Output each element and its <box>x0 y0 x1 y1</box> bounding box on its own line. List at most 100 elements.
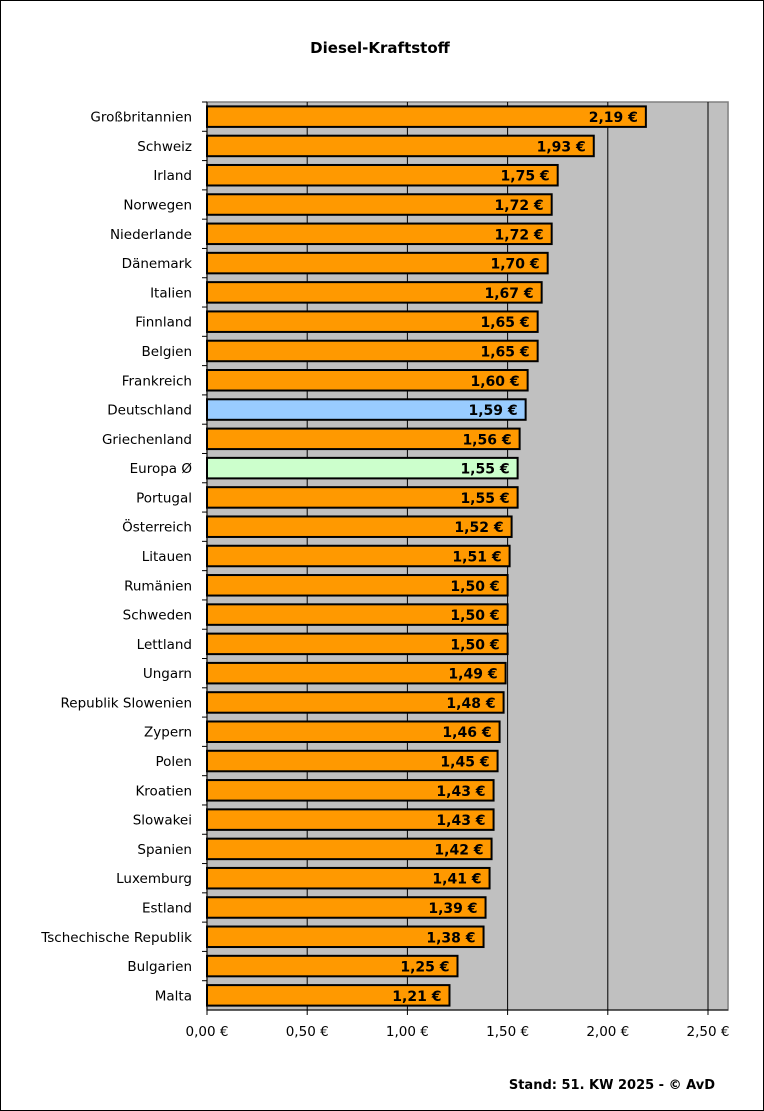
bar <box>206 837 493 861</box>
data-label: 1,39 € <box>428 901 477 917</box>
data-label: 1,51 € <box>452 550 501 566</box>
category-label: Frankreich <box>122 373 192 389</box>
data-label: 1,49 € <box>448 667 497 683</box>
data-label: 1,60 € <box>470 374 519 390</box>
bar <box>206 515 513 538</box>
chart-title: Diesel-Kraftstoff <box>310 39 450 57</box>
bar <box>206 398 527 421</box>
data-label: 1,72 € <box>495 227 544 243</box>
category-label: Polen <box>155 754 192 770</box>
bar <box>206 456 519 480</box>
data-label: 1,72 € <box>495 198 544 214</box>
bar <box>206 661 507 685</box>
category-label: Republik Slowenien <box>61 695 192 711</box>
data-label: 1,59 € <box>468 403 517 419</box>
data-label: 1,25 € <box>400 960 449 976</box>
category-label: Griechenland <box>102 432 192 448</box>
category-label: Dänemark <box>122 256 193 272</box>
category-label: Portugal <box>136 490 192 506</box>
data-label: 1,67 € <box>484 286 533 302</box>
bar <box>206 720 501 743</box>
category-label: Europa Ø <box>130 461 192 477</box>
data-label: 1,43 € <box>436 813 485 829</box>
bar <box>206 427 521 451</box>
category-label: Estland <box>142 900 192 916</box>
bar <box>206 281 543 304</box>
data-label: 1,21 € <box>392 989 441 1005</box>
category-label: Spanien <box>137 842 192 858</box>
category-label: Malta <box>155 988 192 1004</box>
bar <box>206 925 485 949</box>
data-label: 2,19 € <box>589 110 638 126</box>
category-label: Kroatien <box>135 783 192 799</box>
category-label: Deutschland <box>107 403 192 419</box>
data-label: 1,50 € <box>450 608 499 624</box>
x-tick-label: 1,50 € <box>486 1024 529 1040</box>
bar <box>206 544 511 568</box>
bar <box>206 369 529 392</box>
bar <box>206 749 499 773</box>
bar <box>206 193 553 216</box>
data-label: 1,93 € <box>537 139 586 155</box>
bar <box>206 105 647 128</box>
data-label: 1,50 € <box>450 579 499 595</box>
data-label: 1,50 € <box>450 637 499 653</box>
category-label: Tschechische Republik <box>40 930 192 946</box>
x-tick-label: 2,00 € <box>586 1024 629 1040</box>
bar <box>206 984 451 1007</box>
x-tick-label: 1,00 € <box>386 1024 429 1040</box>
bar <box>206 163 559 187</box>
bar <box>206 866 491 890</box>
category-label: Zypern <box>144 725 192 741</box>
data-label: 1,52 € <box>454 520 503 536</box>
chart-footer: Stand: 51. KW 2025 - © AvD <box>509 1078 715 1093</box>
category-label: Luxemburg <box>116 871 192 887</box>
category-label: Italien <box>150 285 192 301</box>
data-label: 1,75 € <box>501 169 550 185</box>
category-label: Bulgarien <box>127 959 192 975</box>
bar <box>206 632 509 656</box>
data-label: 1,38 € <box>426 930 475 946</box>
x-tick-label: 0,50 € <box>286 1024 329 1040</box>
bar <box>206 134 595 158</box>
bar <box>206 954 459 978</box>
category-label: Schweiz <box>137 139 192 155</box>
data-label: 1,41 € <box>432 872 481 888</box>
data-label: 1,43 € <box>436 784 485 800</box>
x-tick-label: 2,50 € <box>687 1024 730 1040</box>
bar <box>206 310 539 333</box>
bar <box>206 896 487 919</box>
data-label: 1,42 € <box>434 842 483 858</box>
bar <box>206 691 505 714</box>
category-label: Niederlande <box>110 227 192 243</box>
data-label: 1,65 € <box>480 315 529 331</box>
data-label: 1,55 € <box>460 462 509 478</box>
x-tick-label: 0,00 € <box>186 1024 229 1040</box>
data-label: 1,56 € <box>462 432 511 448</box>
bar <box>206 251 549 275</box>
data-label: 1,70 € <box>491 257 540 273</box>
category-label: Norwegen <box>123 198 192 214</box>
data-label: 1,46 € <box>442 725 491 741</box>
category-label: Schweden <box>123 608 192 624</box>
bar <box>206 808 495 831</box>
bar <box>206 779 495 802</box>
category-label: Finnland <box>135 315 192 331</box>
data-label: 1,48 € <box>446 696 495 712</box>
bar <box>206 222 553 246</box>
category-label: Ungarn <box>143 666 192 682</box>
bar <box>206 486 519 509</box>
data-label: 1,55 € <box>460 491 509 507</box>
data-label: 1,45 € <box>440 755 489 771</box>
category-label: Slowakei <box>133 813 192 829</box>
category-label: Lettland <box>137 637 192 653</box>
category-label: Belgien <box>142 344 193 360</box>
bar <box>206 574 509 597</box>
category-label: Österreich <box>122 518 192 536</box>
category-label: Großbritannien <box>90 110 192 126</box>
category-label: Irland <box>153 168 192 184</box>
bar <box>206 603 509 626</box>
category-label: Rumänien <box>124 578 192 594</box>
bar <box>206 339 539 363</box>
